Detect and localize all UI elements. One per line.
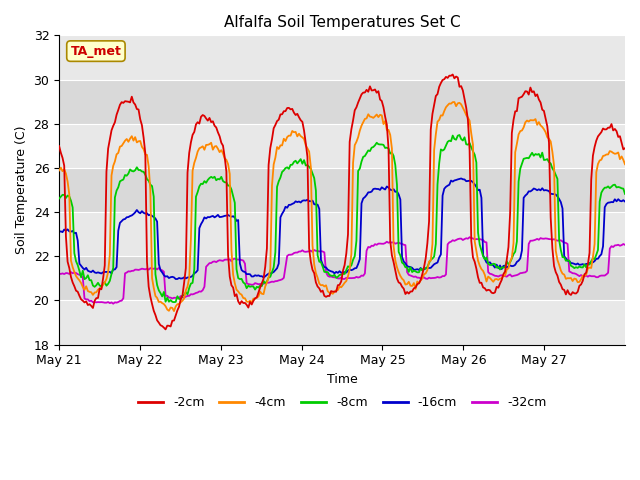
Text: TA_met: TA_met bbox=[70, 45, 122, 58]
-8cm bbox=[621, 191, 629, 197]
-16cm bbox=[226, 213, 234, 219]
-4cm bbox=[522, 120, 529, 125]
-32cm bbox=[55, 271, 63, 276]
-8cm bbox=[522, 156, 529, 161]
-4cm bbox=[374, 114, 382, 120]
-32cm bbox=[374, 241, 382, 247]
-16cm bbox=[621, 199, 629, 204]
-16cm bbox=[55, 229, 63, 235]
-16cm bbox=[528, 187, 536, 193]
-8cm bbox=[55, 196, 63, 202]
Y-axis label: Soil Temperature (C): Soil Temperature (C) bbox=[15, 126, 28, 254]
-32cm bbox=[621, 242, 629, 248]
-2cm bbox=[374, 88, 382, 94]
-16cm bbox=[62, 228, 70, 234]
-32cm bbox=[226, 256, 234, 262]
-8cm bbox=[528, 150, 536, 156]
Title: Alfalfa Soil Temperatures Set C: Alfalfa Soil Temperatures Set C bbox=[224, 15, 460, 30]
-4cm bbox=[528, 118, 536, 123]
-2cm bbox=[62, 233, 70, 239]
-2cm bbox=[621, 145, 629, 151]
-8cm bbox=[374, 141, 382, 147]
Bar bbox=[59, 168, 625, 212]
Line: -8cm: -8cm bbox=[59, 135, 625, 302]
-2cm bbox=[55, 143, 63, 149]
X-axis label: Time: Time bbox=[326, 373, 358, 386]
-2cm bbox=[226, 274, 234, 279]
-4cm bbox=[451, 99, 458, 105]
-32cm bbox=[528, 238, 536, 243]
-4cm bbox=[62, 171, 70, 177]
-16cm bbox=[374, 186, 382, 192]
-4cm bbox=[182, 288, 189, 293]
-2cm bbox=[522, 88, 529, 94]
Legend: -2cm, -4cm, -8cm, -16cm, -32cm: -2cm, -4cm, -8cm, -16cm, -32cm bbox=[133, 391, 551, 414]
-16cm bbox=[458, 176, 465, 181]
-4cm bbox=[55, 168, 63, 173]
-8cm bbox=[182, 289, 189, 295]
Line: -2cm: -2cm bbox=[59, 74, 625, 329]
-32cm bbox=[62, 270, 70, 276]
Line: -16cm: -16cm bbox=[59, 179, 625, 279]
-16cm bbox=[182, 276, 189, 281]
Bar bbox=[59, 80, 625, 124]
Line: -32cm: -32cm bbox=[59, 237, 625, 304]
-2cm bbox=[182, 265, 189, 271]
-8cm bbox=[226, 183, 234, 189]
-4cm bbox=[226, 171, 234, 177]
-32cm bbox=[109, 301, 117, 307]
Bar bbox=[59, 256, 625, 300]
-2cm bbox=[162, 326, 170, 332]
-8cm bbox=[170, 300, 178, 305]
-8cm bbox=[62, 195, 70, 201]
-32cm bbox=[522, 269, 529, 275]
-8cm bbox=[456, 132, 463, 138]
-16cm bbox=[522, 192, 529, 198]
-32cm bbox=[466, 234, 474, 240]
-16cm bbox=[172, 276, 180, 282]
Line: -4cm: -4cm bbox=[59, 102, 625, 311]
-2cm bbox=[528, 89, 536, 95]
-4cm bbox=[621, 161, 629, 167]
-4cm bbox=[170, 308, 178, 314]
-2cm bbox=[449, 72, 456, 77]
-32cm bbox=[182, 294, 189, 300]
